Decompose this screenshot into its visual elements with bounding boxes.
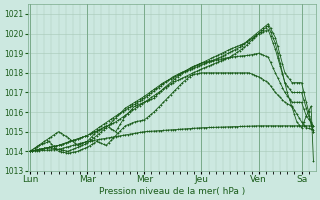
X-axis label: Pression niveau de la mer( hPa ): Pression niveau de la mer( hPa ) <box>99 187 245 196</box>
